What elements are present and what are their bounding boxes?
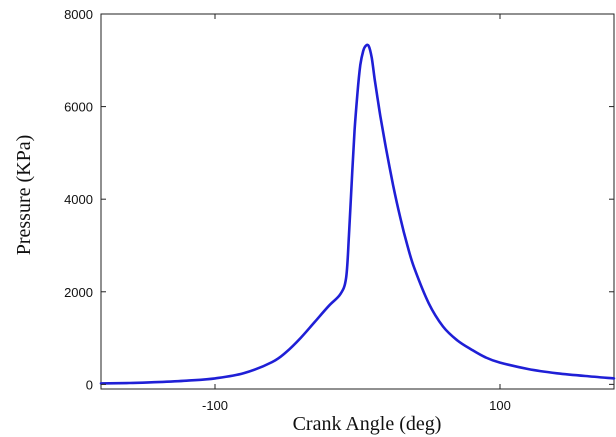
y-axis-ticks: 0 2000 4000 6000 8000 [64,7,614,392]
y-tick-label: 8000 [64,7,93,22]
y-tick-label: 0 [86,377,93,392]
y-axis-label: Pressure (KPa) [13,135,35,256]
plot-area [99,13,616,390]
x-axis-ticks: -100 100 [202,14,511,413]
series-line-0 [99,43,616,385]
y-tick-label: 2000 [64,285,93,300]
plot-frame [100,13,615,390]
y-tick-label: 4000 [64,192,93,207]
x-tick-label: -100 [202,398,228,413]
x-axis-label: Crank Angle (deg) [293,413,442,435]
y-tick-label: 6000 [64,100,93,115]
x-tick-label: 100 [489,398,511,413]
